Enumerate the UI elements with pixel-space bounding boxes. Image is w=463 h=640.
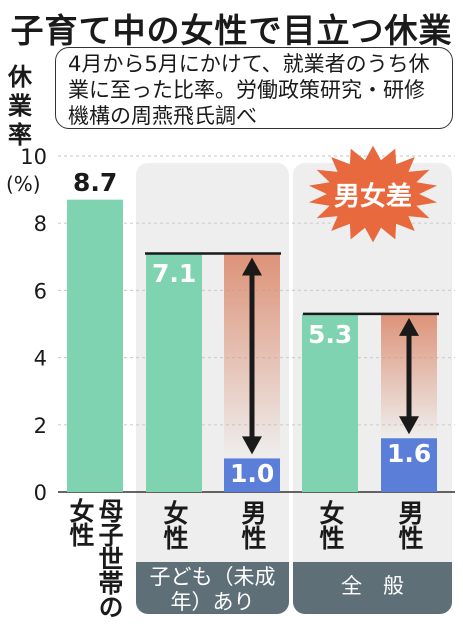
value-label: 5.3 [308,319,353,349]
arrow-down-icon [399,416,419,435]
value-label: 7.1 [152,259,197,289]
y-tick-label: 0 [34,481,47,505]
starburst-shape [308,145,438,243]
category-label: 女性 [160,500,189,550]
starburst-icon [308,145,438,243]
arrow-up-icon [242,257,262,276]
y-tick-label: 6 [34,279,47,303]
y-tick-label: 2 [34,414,47,438]
group-panel-overall [293,163,452,613]
category-label: 男性 [395,500,424,550]
y-tick-label: 8 [34,212,47,236]
category-label: 女性 [316,500,345,550]
arrow-down-icon [242,436,262,455]
bar-4 [381,438,437,492]
y-axis-label: 休業率 [8,63,32,149]
y-tick-label: 10 [20,145,47,169]
group-label-with-children: 子ども（未成年）あり [136,562,289,614]
y-tick-label: 4 [34,347,47,371]
value-label: 1.6 [387,439,432,469]
category-label: 男性 [238,500,267,550]
value-label: 1.0 [230,459,275,489]
chart-subtitle: 4月から5月にかけて、就業者のうち休業に至った比率。労働政策研究・研修機構の周燕… [55,47,453,129]
arrow-up-icon [399,317,419,336]
value-label: 8.7 [73,167,118,197]
bar-3 [302,313,358,492]
bar-0 [67,199,123,492]
group-label-overall: 全 般 [293,562,452,614]
chart-title: 子育て中の女性で目立つ休業 [10,11,453,50]
category-label-single-mother: 母子世帯の女性 [66,498,124,618]
callout-label: 男女差 [333,181,412,212]
bar-1 [146,253,202,492]
bar-2 [224,458,280,492]
gender-gap-callout: 男女差 [306,143,440,245]
y-axis-unit: (%) [6,172,41,196]
